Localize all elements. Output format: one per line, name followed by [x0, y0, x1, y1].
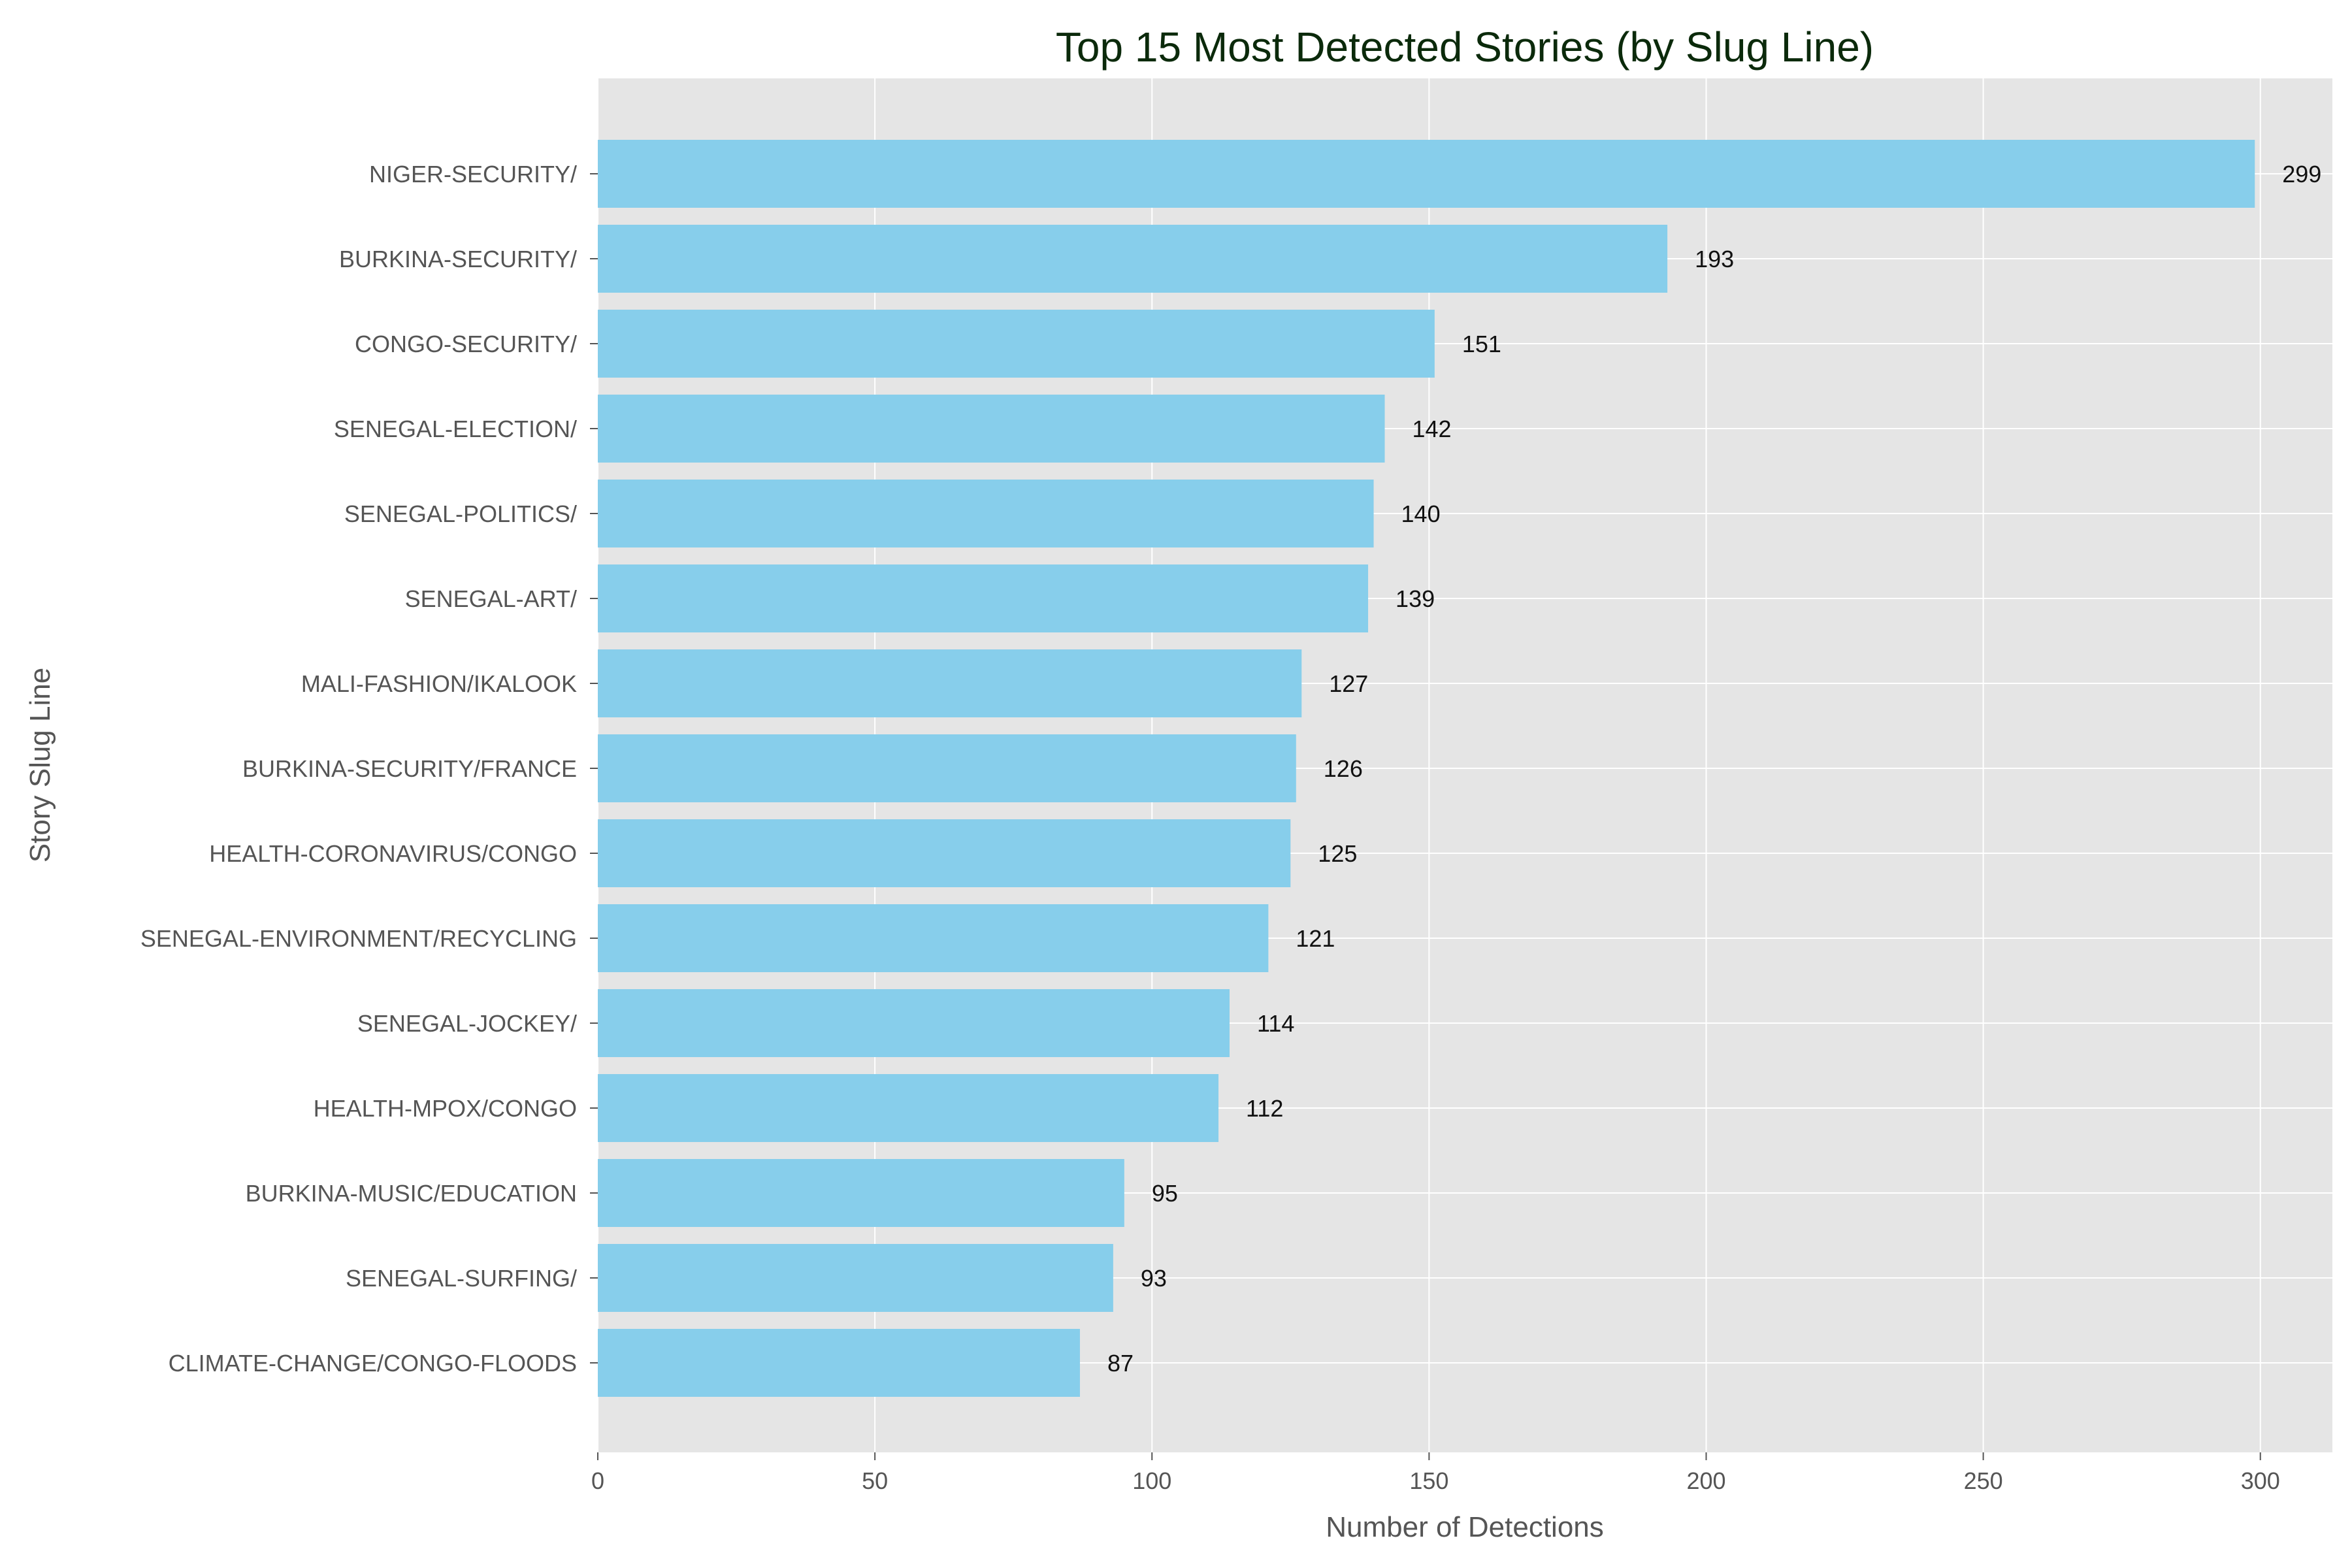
x-tick-label: 300 [2241, 1467, 2280, 1494]
y-tick-label: NIGER-SECURITY/ [369, 161, 577, 188]
y-axis-label: Story Slug Line [24, 668, 56, 862]
bar [598, 734, 1296, 802]
bar-value-label: 140 [1401, 500, 1441, 527]
x-axis-label: Number of Detections [1326, 1511, 1604, 1543]
x-tick-label: 200 [1686, 1467, 1725, 1494]
y-tick-label: MALI-FASHION/IKALOOK [301, 670, 577, 697]
bar-value-label: 126 [1324, 755, 1363, 782]
bar [598, 564, 1369, 632]
bar [598, 1329, 1080, 1397]
bar [598, 819, 1291, 887]
chart-title: Top 15 Most Detected Stories (by Slug Li… [1056, 24, 1874, 71]
bar-value-label: 93 [1141, 1265, 1167, 1292]
x-tick-label: 150 [1409, 1467, 1448, 1494]
y-tick-label: SENEGAL-ENVIRONMENT/RECYCLING [140, 925, 577, 952]
bar [598, 1159, 1124, 1227]
y-tick-label: CONGO-SECURITY/ [355, 331, 577, 357]
bar [598, 395, 1385, 463]
y-tick-label: HEALTH-CORONAVIRUS/CONGO [209, 840, 577, 867]
bar [598, 140, 2255, 208]
bar-value-label: 127 [1329, 670, 1368, 697]
bar-value-labels: 299 193 151 142 140 139 127 126 125 121 114 112 95 93… [1107, 161, 2321, 1377]
y-tick-label: BURKINA-SECURITY/ [339, 246, 577, 272]
bar-value-label: 114 [1257, 1010, 1294, 1037]
bar [598, 310, 1435, 378]
bar [598, 480, 1374, 547]
y-tick-label: SENEGAL-POLITICS/ [344, 500, 577, 527]
x-tick-label: 250 [1964, 1467, 2003, 1494]
bar-value-label: 193 [1695, 246, 1734, 272]
bar-value-label: 299 [2282, 161, 2321, 188]
bar [598, 1244, 1113, 1312]
y-tick-label: BURKINA-SECURITY/FRANCE [242, 755, 577, 782]
bar [598, 1074, 1219, 1142]
bars [598, 140, 2255, 1397]
x-tick-label: 100 [1132, 1467, 1171, 1494]
bar [598, 904, 1269, 972]
y-tick-label: SENEGAL-JOCKEY/ [357, 1010, 577, 1037]
bar-value-label: 121 [1296, 925, 1335, 952]
y-tick-label: HEALTH-MPOX/CONGO [314, 1095, 577, 1122]
y-tick-label: SENEGAL-ELECTION/ [334, 416, 577, 442]
bar [598, 225, 1668, 293]
bar-value-label: 112 [1246, 1095, 1283, 1122]
x-axis-ticks: 0 50 100 150 200 250 300 [591, 1452, 2280, 1494]
y-tick-label: CLIMATE-CHANGE/CONGO-FLOODS [169, 1350, 577, 1377]
bar-value-label: 95 [1152, 1180, 1178, 1207]
bar [598, 649, 1302, 717]
bar [598, 989, 1230, 1057]
bar-value-label: 142 [1413, 416, 1452, 442]
bar-value-label: 125 [1318, 840, 1357, 867]
y-tick-label: SENEGAL-SURFING/ [346, 1265, 577, 1292]
bar-value-label: 151 [1462, 331, 1501, 357]
y-axis-ticks: NIGER-SECURITY/BURKINA-SECURITY/CONGO-SE… [140, 161, 598, 1377]
bar-value-label: 87 [1107, 1350, 1134, 1377]
x-tick-label: 0 [591, 1467, 604, 1494]
bar-value-label: 139 [1396, 585, 1435, 612]
y-tick-label: BURKINA-MUSIC/EDUCATION [246, 1180, 577, 1207]
y-tick-label: SENEGAL-ART/ [405, 585, 577, 612]
x-tick-label: 50 [862, 1467, 888, 1494]
